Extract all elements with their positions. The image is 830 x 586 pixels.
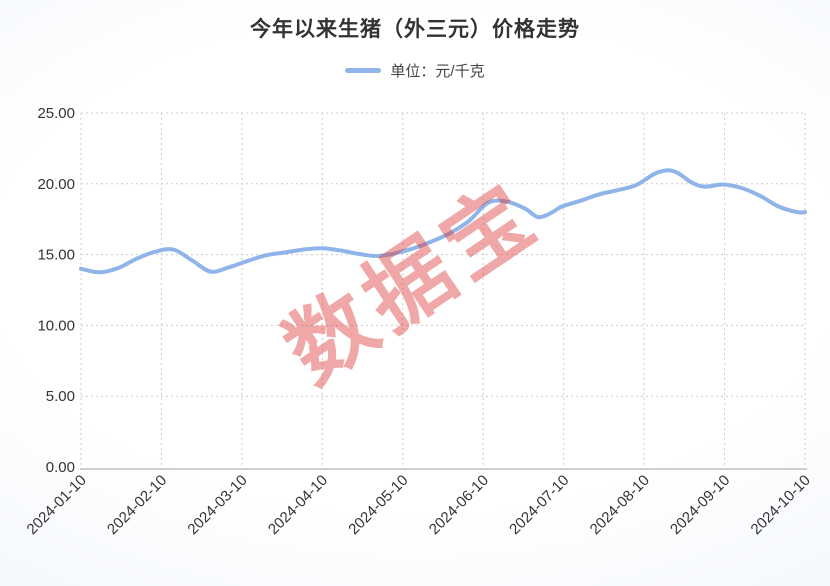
legend[interactable]: 单位：元/千克 (0, 61, 830, 80)
legend-line-marker (345, 67, 382, 73)
svg-text:2024-09-10: 2024-09-10 (667, 472, 733, 538)
svg-text:15.00: 15.00 (37, 247, 75, 264)
svg-text:0.00: 0.00 (46, 459, 75, 476)
gridlines (80, 112, 806, 467)
svg-text:2024-10-10: 2024-10-10 (748, 472, 814, 538)
y-axis-labels: 0.00 5.00 10.00 15.00 20.00 25.00 (37, 105, 75, 476)
svg-text:2024-04-10: 2024-04-10 (265, 472, 331, 538)
svg-text:10.00: 10.00 (37, 317, 75, 334)
svg-text:25.00: 25.00 (37, 105, 75, 122)
price-line (79, 168, 807, 275)
svg-text:2024-07-10: 2024-07-10 (506, 472, 572, 538)
svg-text:5.00: 5.00 (46, 388, 75, 405)
x-axis-labels: 2024-01-10 2024-02-10 2024-03-10 2024-04-10… (24, 472, 814, 538)
svg-text:2024-06-10: 2024-06-10 (426, 472, 492, 538)
svg-text:20.00: 20.00 (37, 176, 75, 193)
svg-text:2024-05-10: 2024-05-10 (345, 472, 411, 538)
svg-text:2024-08-10: 2024-08-10 (587, 472, 653, 538)
svg-text:2024-02-10: 2024-02-10 (104, 472, 170, 538)
svg-text:2024-03-10: 2024-03-10 (184, 472, 250, 538)
legend-label: 单位：元/千克 (390, 62, 485, 80)
svg-text:2024-01-10: 2024-01-10 (24, 472, 90, 538)
chart-title: 今年以来生猪（外三元）价格走势 (250, 18, 580, 41)
